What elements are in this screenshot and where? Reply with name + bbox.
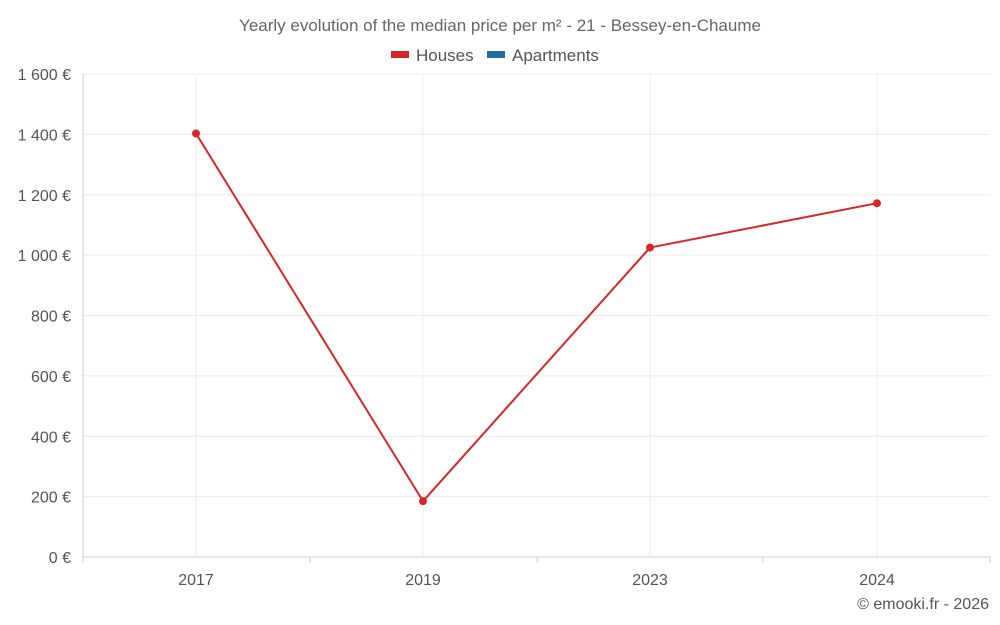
legend-swatch-apartments [487, 51, 505, 58]
legend-item-houses[interactable]: Houses [391, 46, 474, 65]
credit-text: © emooki.fr - 2026 [857, 596, 989, 613]
legend-label-apartments: Apartments [512, 46, 599, 65]
x-tick-label: 2023 [632, 572, 668, 589]
axes: 0 € 200 € 400 € 600 € 800 € 1 000 € 1 200 € 1 4… [18, 67, 991, 589]
y-tick-label: 1 000 € [18, 248, 71, 265]
data-point-houses[interactable] [192, 129, 200, 138]
data-point-houses[interactable] [419, 497, 427, 506]
y-tick-label: 1 400 € [18, 127, 71, 144]
y-tick-label: 800 € [31, 309, 71, 326]
legend-item-apartments[interactable]: Apartments [487, 46, 599, 65]
y-tick-label: 0 € [49, 550, 71, 567]
y-tick-label: 600 € [31, 369, 71, 386]
x-tick-label: 2024 [859, 572, 895, 589]
x-tick-label: 2017 [178, 572, 214, 589]
series-line-houses [195, 132, 878, 503]
legend-swatch-houses [391, 51, 409, 58]
x-tick-label: 2019 [405, 572, 441, 589]
data-point-houses[interactable] [873, 199, 881, 208]
chart-title: Yearly evolution of the median price per… [239, 16, 761, 35]
y-tick-label: 400 € [31, 429, 71, 446]
legend: Houses Apartments [391, 46, 599, 65]
data-point-houses[interactable] [646, 243, 654, 252]
gridlines [83, 73, 990, 557]
legend-label-houses: Houses [416, 46, 474, 65]
y-tick-label: 200 € [31, 490, 71, 507]
y-tick-label: 1 200 € [18, 188, 71, 205]
series-houses [192, 129, 881, 506]
y-tick-label: 1 600 € [18, 67, 71, 84]
